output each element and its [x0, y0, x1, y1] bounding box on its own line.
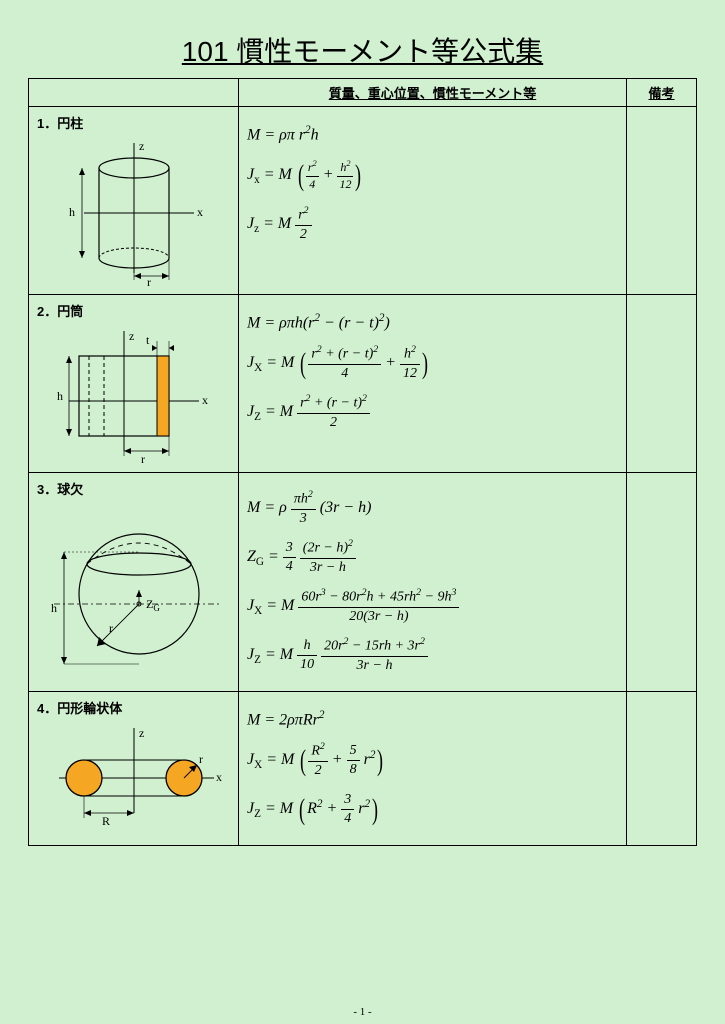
svg-text:h: h	[51, 601, 57, 615]
shape-label: 3．球欠	[37, 479, 230, 498]
svg-text:h: h	[69, 205, 75, 219]
svg-text:r: r	[147, 275, 151, 288]
svg-text:r: r	[141, 452, 145, 466]
formula: M = 2ρπRr2	[247, 708, 618, 731]
svg-text:ZG: ZG	[146, 597, 160, 613]
header-note: 備考	[627, 79, 697, 107]
formula: JX = M (R22 + 58 r2)	[247, 741, 618, 780]
svg-text:h: h	[57, 389, 63, 403]
svg-text:r: r	[199, 752, 203, 766]
cylinder-diagram: z x h	[54, 138, 214, 288]
svg-text:x: x	[202, 393, 208, 407]
svg-text:R: R	[102, 814, 110, 828]
formula: JZ = M (R2 + 34 r2)	[247, 790, 618, 829]
formula: JZ = M h10 20r2 − 15rh + 3r23r − h	[247, 636, 618, 675]
page-title: 101 慣性モーメント等公式集	[28, 30, 697, 70]
formula: ZG = 34 (2r − h)23r − h	[247, 538, 618, 577]
header-shape	[29, 79, 239, 107]
shape-label: 4．円形輪状体	[37, 698, 230, 717]
svg-text:t: t	[146, 333, 150, 347]
formula: M = ρ πh23 (3r − h)	[247, 489, 618, 528]
formula: M = ρπh(r2 − (r − t)2)	[247, 311, 618, 334]
formula: Jz = M r22	[247, 205, 618, 244]
svg-text:x: x	[216, 770, 222, 784]
svg-text:z: z	[139, 726, 144, 740]
formula-table: 質量、重心位置、慣性モーメント等 備考 1．円柱 z x	[28, 78, 697, 846]
formula: M = ρπ r2h	[247, 123, 618, 146]
svg-text:z: z	[139, 139, 144, 153]
table-row: 2．円筒 z x	[29, 295, 697, 473]
torus-diagram: z x r	[44, 723, 224, 833]
table-row: 4．円形輪状体 z x r	[29, 692, 697, 846]
spherical-cap-diagram: ZG r h	[39, 504, 229, 674]
svg-text:r: r	[109, 621, 113, 635]
header-formula: 質量、重心位置、慣性モーメント等	[239, 79, 627, 107]
table-row: 1．円柱 z x h	[29, 107, 697, 295]
formula: JX = M (r2 + (r − t)24 + h212)	[247, 344, 618, 383]
shape-label: 2．円筒	[37, 301, 230, 320]
page-number: - 1 -	[0, 1006, 725, 1018]
table-row: 3．球欠 ZG	[29, 473, 697, 692]
formula: JZ = M r2 + (r − t)22	[247, 393, 618, 432]
formula: Jx = M (r24 + h212)	[247, 156, 618, 195]
shape-label: 1．円柱	[37, 113, 230, 132]
svg-text:z: z	[129, 329, 134, 343]
formula: JX = M 60r3 − 80r2h + 45rh2 − 9h320(3r −…	[247, 587, 618, 626]
svg-text:x: x	[197, 205, 203, 219]
hollow-cylinder-diagram: z x t	[49, 326, 219, 466]
